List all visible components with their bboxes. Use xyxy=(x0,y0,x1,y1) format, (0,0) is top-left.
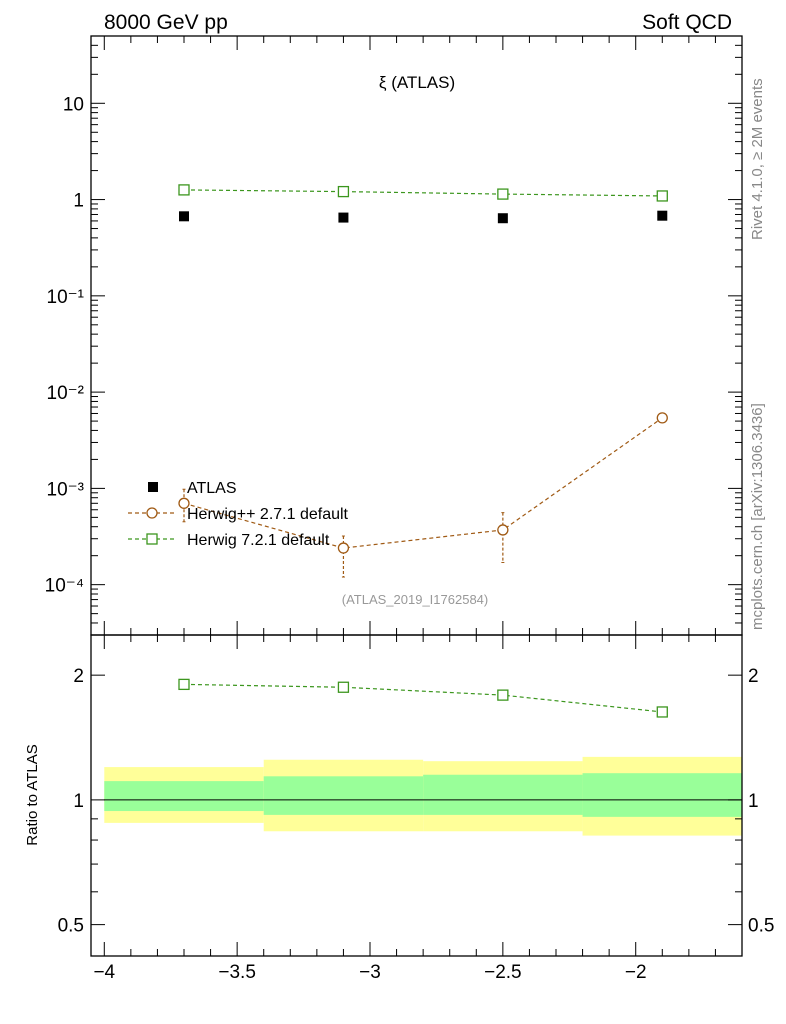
herwig7-ratio-point xyxy=(656,706,668,718)
ratio-ytick-label-right: 2 xyxy=(748,666,759,687)
herwig7-ratio-point xyxy=(337,681,350,693)
main-ytick-label: 10⁻³ xyxy=(47,479,85,500)
ratio-ytick-label: 1 xyxy=(73,791,84,812)
main-ytick-label: 10⁻⁴ xyxy=(45,576,84,597)
header-left: 8000 GeV pp xyxy=(104,11,228,34)
ratio-frame xyxy=(90,634,743,957)
legend-herwigpp-marker xyxy=(146,507,158,519)
ratio-xtick-label: −2.5 xyxy=(484,962,522,983)
atlas-data-point xyxy=(179,211,189,222)
ratio-ytick-label: 2 xyxy=(73,666,84,687)
watermark: (ATLAS_2019_I1762584) xyxy=(342,592,488,607)
herwig7-line xyxy=(183,189,663,197)
rivet-label: Rivet 4.1.0, ≥ 2M events xyxy=(749,78,766,240)
main-ytick-label: 10⁻¹ xyxy=(47,287,85,308)
atlas-data-point xyxy=(338,212,349,223)
main-ytick-label: 10⁻² xyxy=(47,383,85,404)
herwigpp-point xyxy=(337,542,350,554)
main-ytick-label: 10 xyxy=(63,94,84,115)
herwig7-point xyxy=(656,190,668,202)
mcplots-label: mcplots.cern.ch [arXiv:1306.3436] xyxy=(749,403,766,630)
herwig7-point xyxy=(497,188,509,200)
ratio-band-inner xyxy=(423,774,583,815)
herwig7-point xyxy=(178,184,190,196)
herwig7-point xyxy=(337,185,350,198)
atlas-data-point xyxy=(497,213,508,224)
ratio-xtick-label: −2 xyxy=(625,962,647,983)
legend-herwig7-label: Herwig 7.2.1 default xyxy=(187,532,330,549)
herwigpp-point xyxy=(497,524,509,536)
ratio-ylabel: Ratio to ATLAS xyxy=(24,744,41,845)
herwig7-ratio-point xyxy=(497,689,509,701)
ratio-band-inner xyxy=(104,781,264,812)
legend-herwig7-marker xyxy=(146,533,158,545)
plot-layer: 10⁻⁴ 10⁻³ 10⁻² 10⁻¹ 1 10 −4 −3.5 −3 −2.5 −2 0.5 0.5 1… xyxy=(45,35,774,983)
ratio-ytick-label-right: 1 xyxy=(748,791,759,812)
ratio-xtick-label: −3 xyxy=(359,962,381,983)
atlas-data-point xyxy=(657,210,668,221)
herwigpp-point xyxy=(656,412,668,424)
plot-title: ξ (ATLAS) xyxy=(379,73,455,92)
herwig7-ratio-point xyxy=(178,678,190,691)
ratio-xtick-label: −3.5 xyxy=(218,962,256,983)
herwigpp-point xyxy=(178,497,190,509)
main-ytick-label: 1 xyxy=(73,191,84,212)
legend-herwigpp-label: Herwig++ 2.7.1 default xyxy=(187,506,349,523)
herwig7-ratio-line xyxy=(183,683,663,713)
legend-atlas-label: ATLAS xyxy=(187,480,237,497)
ratio-ytick-label: 0.5 xyxy=(58,916,84,937)
ratio-band-inner xyxy=(263,776,424,815)
ratio-xtick-label: −4 xyxy=(93,962,115,983)
header-right: Soft QCD xyxy=(642,11,732,34)
herwigpp-line xyxy=(183,417,663,549)
ratio-ytick-label-right: 0.5 xyxy=(748,916,774,937)
legend-atlas-marker xyxy=(148,482,158,492)
ratio-band-inner xyxy=(582,773,742,817)
